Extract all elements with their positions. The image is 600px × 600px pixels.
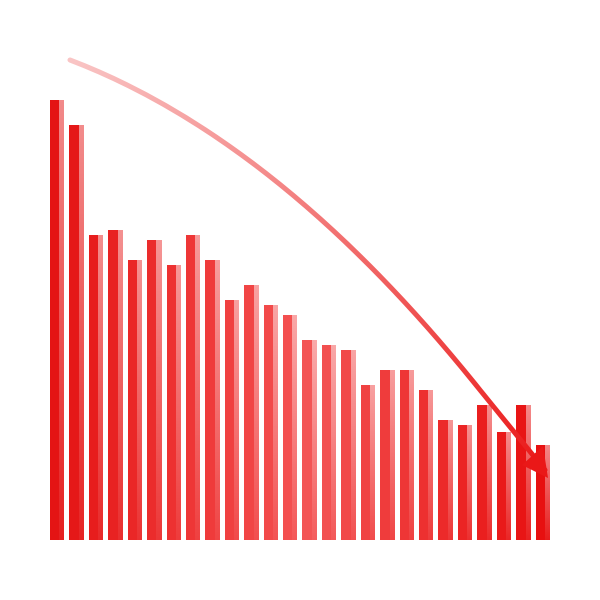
- bar-chart: [50, 60, 550, 540]
- bars-group: [50, 60, 550, 540]
